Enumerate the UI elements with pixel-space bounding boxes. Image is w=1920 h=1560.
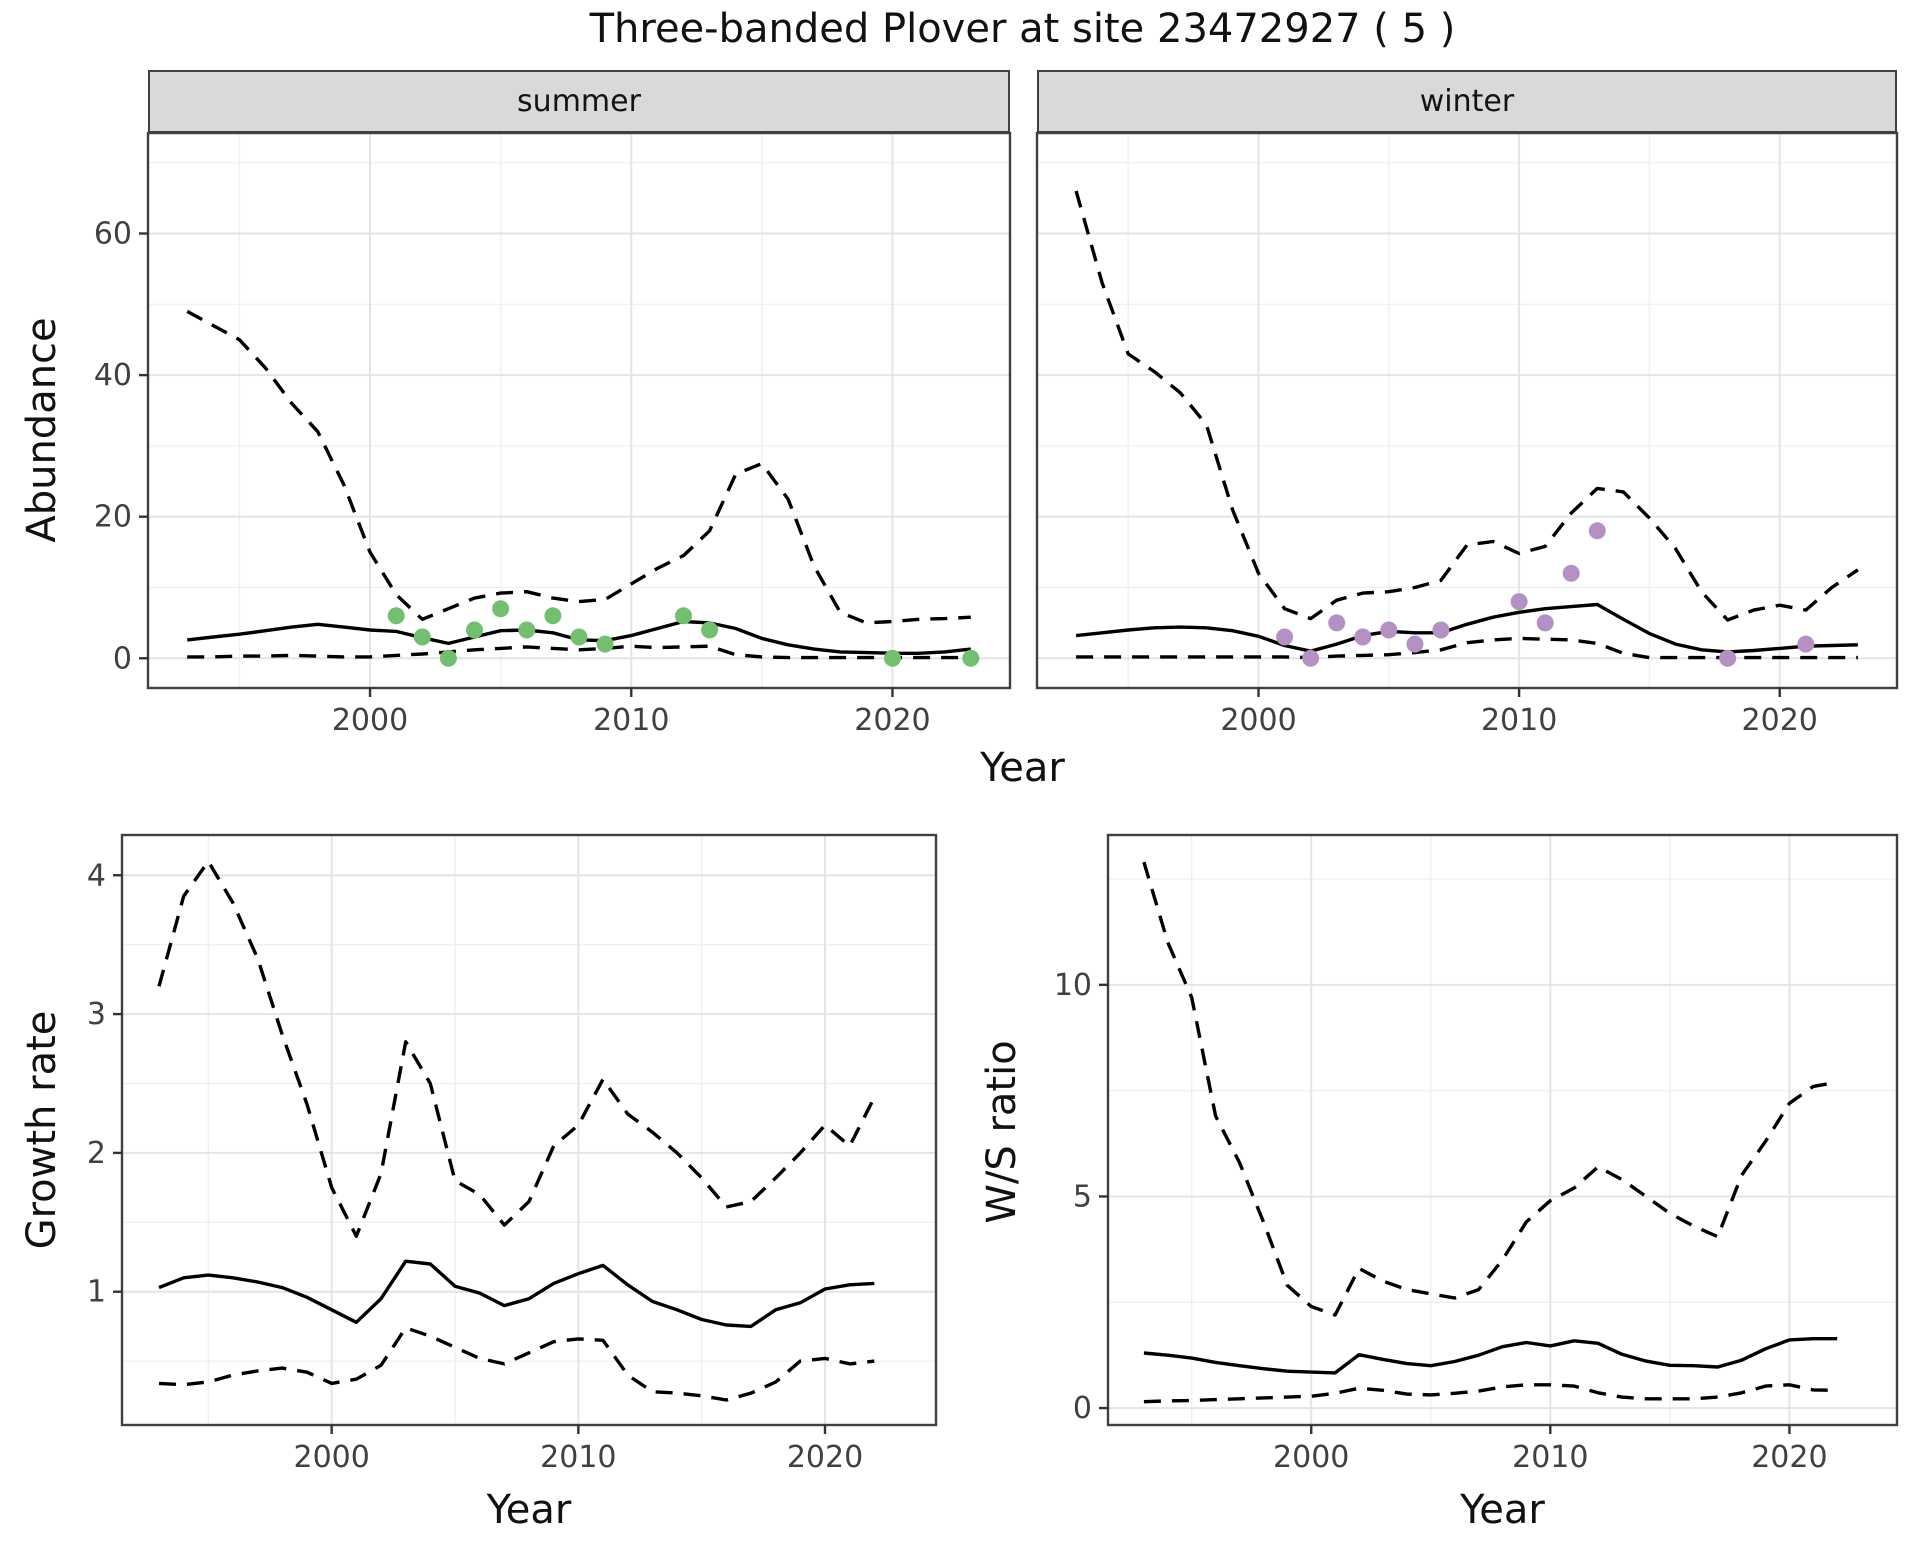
summer-observed-point xyxy=(570,628,588,646)
winter-observed-point xyxy=(1536,614,1554,632)
summer-observed-point xyxy=(387,607,405,625)
winter-observed-point xyxy=(1354,628,1372,646)
ws-panel-border xyxy=(1106,833,1899,1427)
summer-observed-point xyxy=(675,607,692,625)
growth-y-tick-label: 3 xyxy=(87,997,106,1032)
growth-y-tick-label: 4 xyxy=(87,858,106,893)
panel-growth: 2000 2010 2020 1 2 3 4 xyxy=(87,833,938,1475)
ws-x-tick-label: 2000 xyxy=(1273,1440,1349,1475)
summer-y-tick-label: 60 xyxy=(94,217,132,252)
growth-x-tick-label: 2010 xyxy=(540,1440,616,1475)
ws-y-tick-label: 0 xyxy=(1073,1391,1092,1426)
winter-observed-point xyxy=(1406,635,1424,653)
summer-observed-point xyxy=(492,600,510,618)
winter-panel-border xyxy=(1035,131,1899,690)
winter-x-tick-label: 2020 xyxy=(1742,703,1818,738)
x-axis-title-year-bottom-left: Year xyxy=(486,1487,572,1533)
winter-observed-point xyxy=(1797,635,1815,653)
ws-x-tick-label: 2010 xyxy=(1512,1440,1588,1475)
growth-y-tick-label: 2 xyxy=(87,1136,106,1171)
winter-observed-point xyxy=(1276,628,1294,646)
summer-observed-point xyxy=(596,635,614,653)
summer-observed-point xyxy=(518,621,536,639)
summer-observed-point xyxy=(413,628,431,646)
facet-strip-label-winter: winter xyxy=(1419,84,1515,119)
growth-x-tick-label: 2000 xyxy=(293,1440,369,1475)
growth-y-tick-label: 1 xyxy=(87,1275,106,1310)
winter-observed-point xyxy=(1562,564,1580,582)
panel-ws: 2000 2010 2020 0 5 10 xyxy=(1054,833,1899,1475)
summer-panel-border xyxy=(146,131,1012,690)
winter-x-tick-label: 2010 xyxy=(1481,703,1557,738)
winter-observed-point xyxy=(1432,621,1450,639)
winter-ci_lower-line xyxy=(1076,636,1858,660)
ws-x-tick-label: 2020 xyxy=(1751,1440,1827,1475)
winter-median-line xyxy=(1075,602,1858,654)
growth-x-tick-label: 2020 xyxy=(787,1440,863,1475)
winter-observed-point xyxy=(1380,621,1398,639)
summer-observed-point xyxy=(701,621,719,639)
ws-ci_lower-line xyxy=(1143,1383,1838,1404)
ws-y-tick-label: 5 xyxy=(1073,1179,1092,1214)
summer-observed-point xyxy=(439,649,457,667)
summer-y-tick-label: 20 xyxy=(94,500,132,535)
panel-summer: 2000 2010 2020 0 20 40 60 xyxy=(94,131,1012,738)
facet-strip-winter: winter xyxy=(1037,70,1897,133)
winter-observed-point xyxy=(1510,593,1528,611)
ws-median-line xyxy=(1143,1336,1838,1375)
summer-x-tick-label: 2010 xyxy=(593,703,669,738)
growth-ci_lower-line xyxy=(158,1326,875,1402)
growth-ci_upper-line xyxy=(157,859,876,1238)
winter-observed-point xyxy=(1328,614,1346,632)
summer-observed-point xyxy=(544,607,562,625)
facet-strip-summer: summer xyxy=(148,70,1010,133)
ws-y-tick-label: 10 xyxy=(1054,968,1092,1003)
plot-title: Three-banded Plover at site 23472927 ( 5… xyxy=(589,6,1456,52)
winter-ci_upper-line xyxy=(1074,190,1859,622)
summer-observed-point xyxy=(466,621,483,639)
growth-panel-border xyxy=(120,833,938,1427)
facet-strip-label-summer: summer xyxy=(517,84,641,119)
summer-observed-point xyxy=(884,649,901,667)
x-axis-title-year-bottom-right: Year xyxy=(1460,1487,1545,1533)
winter-x-tick-label: 2000 xyxy=(1220,703,1296,738)
summer-ci_upper-line xyxy=(186,309,971,625)
x-axis-title-year-top: Year xyxy=(980,745,1065,791)
panel-winter: 2000 2010 2020 xyxy=(1035,131,1899,738)
growth-median-line xyxy=(158,1259,875,1329)
ws-ci_upper-line xyxy=(1142,861,1838,1317)
summer-ci_lower-line xyxy=(187,644,971,660)
summer-x-tick-label: 2020 xyxy=(854,703,930,738)
summer-y-tick-label: 40 xyxy=(94,358,132,393)
summer-y-tick-label: 0 xyxy=(113,641,132,676)
winter-observed-point xyxy=(1719,649,1737,667)
winter-observed-point xyxy=(1302,649,1320,667)
summer-x-tick-label: 2000 xyxy=(332,703,408,738)
winter-observed-point xyxy=(1588,522,1606,540)
summer-observed-point xyxy=(962,649,980,667)
